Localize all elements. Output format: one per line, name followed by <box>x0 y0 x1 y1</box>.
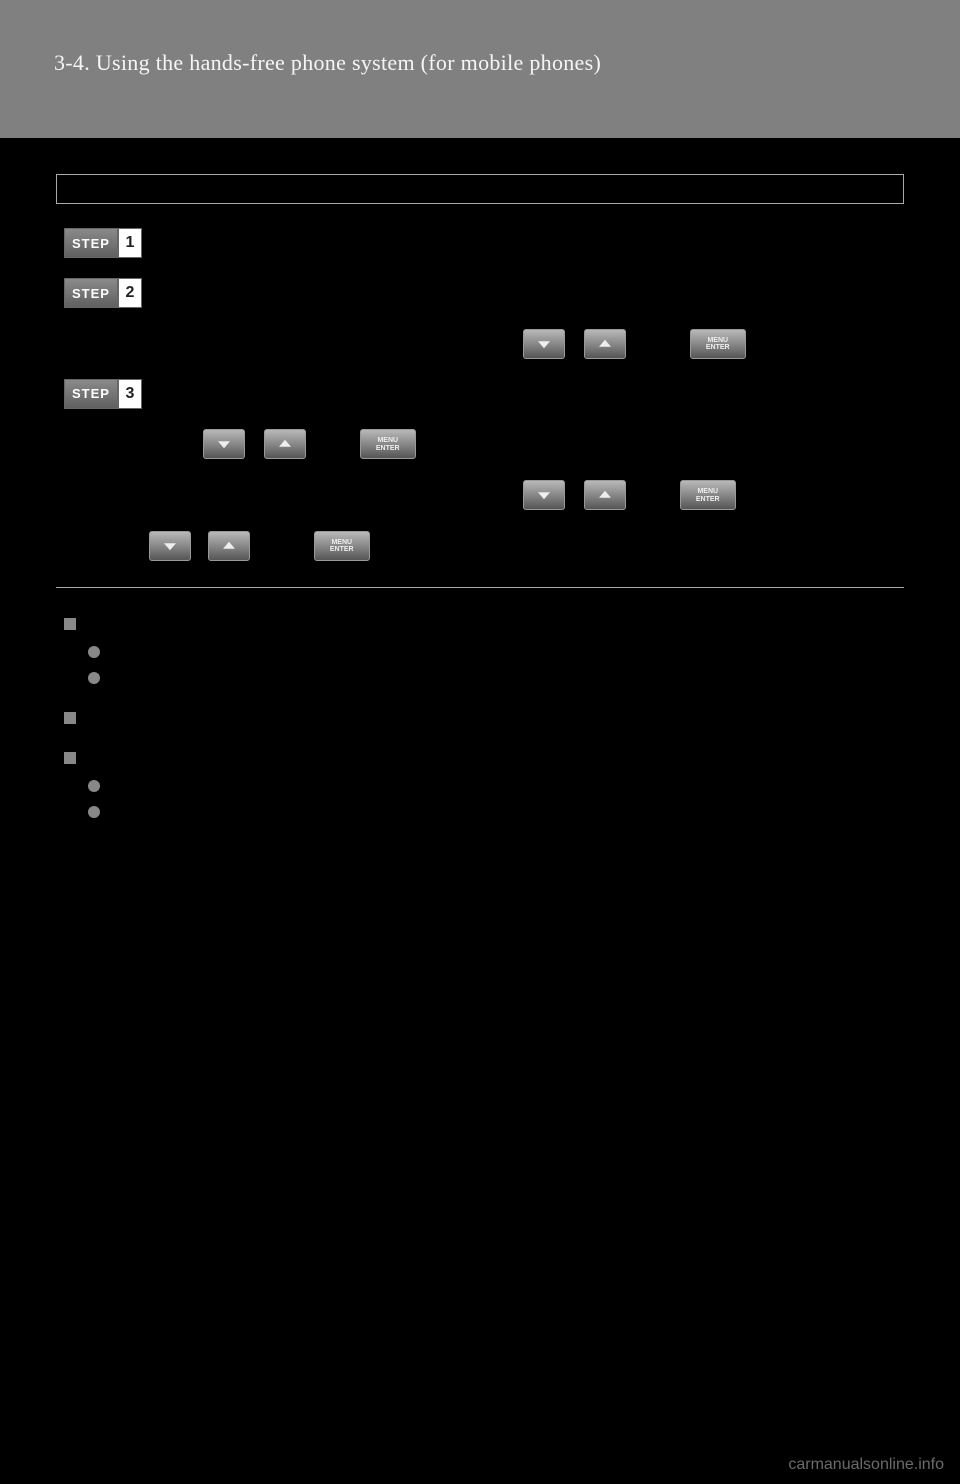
note-1-bullet-2 <box>64 666 904 684</box>
note-3-bullet-1 <box>64 774 904 792</box>
note-1-heading <box>64 612 904 630</box>
step-3-line-buttons-c: MENUENTER <box>56 530 904 561</box>
header-section-title: 3-4. Using the hands-free phone system (… <box>54 50 960 76</box>
step-badge-label: STEP <box>64 278 118 308</box>
step-2-badge: STEP 2 <box>64 278 142 308</box>
up-button-icon <box>584 329 626 359</box>
step-1-row: STEP 1 <box>56 228 904 258</box>
step-3-line-buttons-a: MENUENTER <box>56 429 904 460</box>
menu-enter-button-icon: MENUENTER <box>690 329 746 359</box>
step-badge-label: STEP <box>64 228 118 258</box>
step-badge-number: 3 <box>118 379 142 409</box>
step-badge-number: 1 <box>118 228 142 258</box>
note-3 <box>56 746 904 818</box>
step-badge-label: STEP <box>64 379 118 409</box>
note-2-heading <box>64 706 904 724</box>
step-3-badge: STEP 3 <box>64 379 142 409</box>
step-3-line-buttons-b: MENUENTER <box>56 479 904 510</box>
down-button-icon <box>523 329 565 359</box>
circle-marker-icon <box>88 672 100 684</box>
step-2-line-buttons: MENUENTER <box>56 328 904 359</box>
note-1 <box>56 612 904 684</box>
watermark: carmanualsonline.info <box>788 1456 944 1474</box>
down-button-icon <box>149 531 191 561</box>
menu-enter-button-icon: MENUENTER <box>360 429 416 459</box>
down-button-icon <box>523 480 565 510</box>
up-button-icon <box>264 429 306 459</box>
circle-marker-icon <box>88 780 100 792</box>
header-band: 3-4. Using the hands-free phone system (… <box>0 0 960 138</box>
square-marker-icon <box>64 712 76 724</box>
down-button-icon <box>203 429 245 459</box>
step-2-row: STEP 2 <box>56 278 904 308</box>
content-area: STEP 1 STEP 2 MENUENTER STEP 3 <box>0 138 960 818</box>
section-heading-box <box>56 174 904 204</box>
menu-enter-button-icon: MENUENTER <box>314 531 370 561</box>
menu-enter-button-icon: MENUENTER <box>680 480 736 510</box>
square-marker-icon <box>64 752 76 764</box>
section-divider <box>56 587 904 588</box>
up-button-icon <box>584 480 626 510</box>
note-3-bullet-2 <box>64 800 904 818</box>
note-1-bullet-1 <box>64 640 904 658</box>
note-3-heading <box>64 746 904 764</box>
step-1-badge: STEP 1 <box>64 228 142 258</box>
step-3-row: STEP 3 <box>56 379 904 409</box>
step-badge-number: 2 <box>118 278 142 308</box>
circle-marker-icon <box>88 646 100 658</box>
note-2 <box>56 706 904 724</box>
up-button-icon <box>208 531 250 561</box>
square-marker-icon <box>64 618 76 630</box>
circle-marker-icon <box>88 806 100 818</box>
